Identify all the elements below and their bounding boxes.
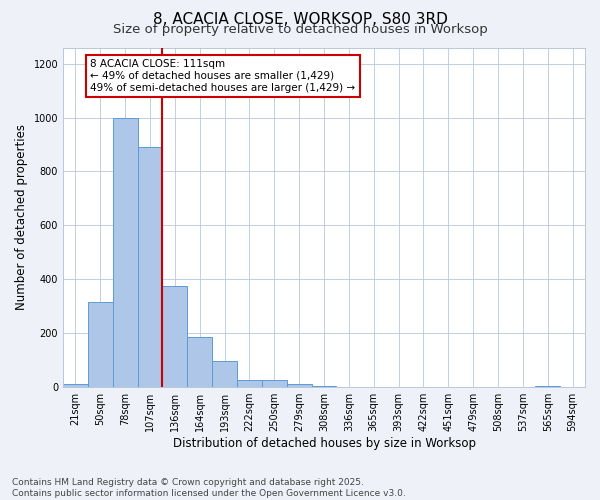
Bar xyxy=(485,386,511,387)
Text: 8, ACACIA CLOSE, WORKSOP, S80 3RD: 8, ACACIA CLOSE, WORKSOP, S80 3RD xyxy=(152,12,448,28)
Bar xyxy=(511,386,535,387)
Bar xyxy=(411,386,436,387)
Bar xyxy=(311,386,337,387)
Bar xyxy=(386,386,411,387)
Y-axis label: Number of detached properties: Number of detached properties xyxy=(15,124,28,310)
Text: Size of property relative to detached houses in Worksop: Size of property relative to detached ho… xyxy=(113,22,487,36)
Bar xyxy=(113,118,137,387)
Bar xyxy=(212,362,237,387)
Bar xyxy=(88,302,113,387)
Bar xyxy=(337,386,361,387)
Bar xyxy=(287,384,311,387)
Bar xyxy=(63,384,88,387)
Bar xyxy=(535,386,560,387)
Bar xyxy=(137,147,163,387)
Bar xyxy=(461,386,485,387)
Bar xyxy=(262,380,287,387)
Bar xyxy=(237,380,262,387)
Text: Contains HM Land Registry data © Crown copyright and database right 2025.
Contai: Contains HM Land Registry data © Crown c… xyxy=(12,478,406,498)
Bar xyxy=(163,286,187,387)
Bar xyxy=(436,386,461,387)
Bar xyxy=(361,386,386,387)
Text: 8 ACACIA CLOSE: 111sqm
← 49% of detached houses are smaller (1,429)
49% of semi-: 8 ACACIA CLOSE: 111sqm ← 49% of detached… xyxy=(91,60,356,92)
X-axis label: Distribution of detached houses by size in Worksop: Distribution of detached houses by size … xyxy=(173,437,476,450)
Bar xyxy=(187,337,212,387)
Bar xyxy=(560,386,585,387)
